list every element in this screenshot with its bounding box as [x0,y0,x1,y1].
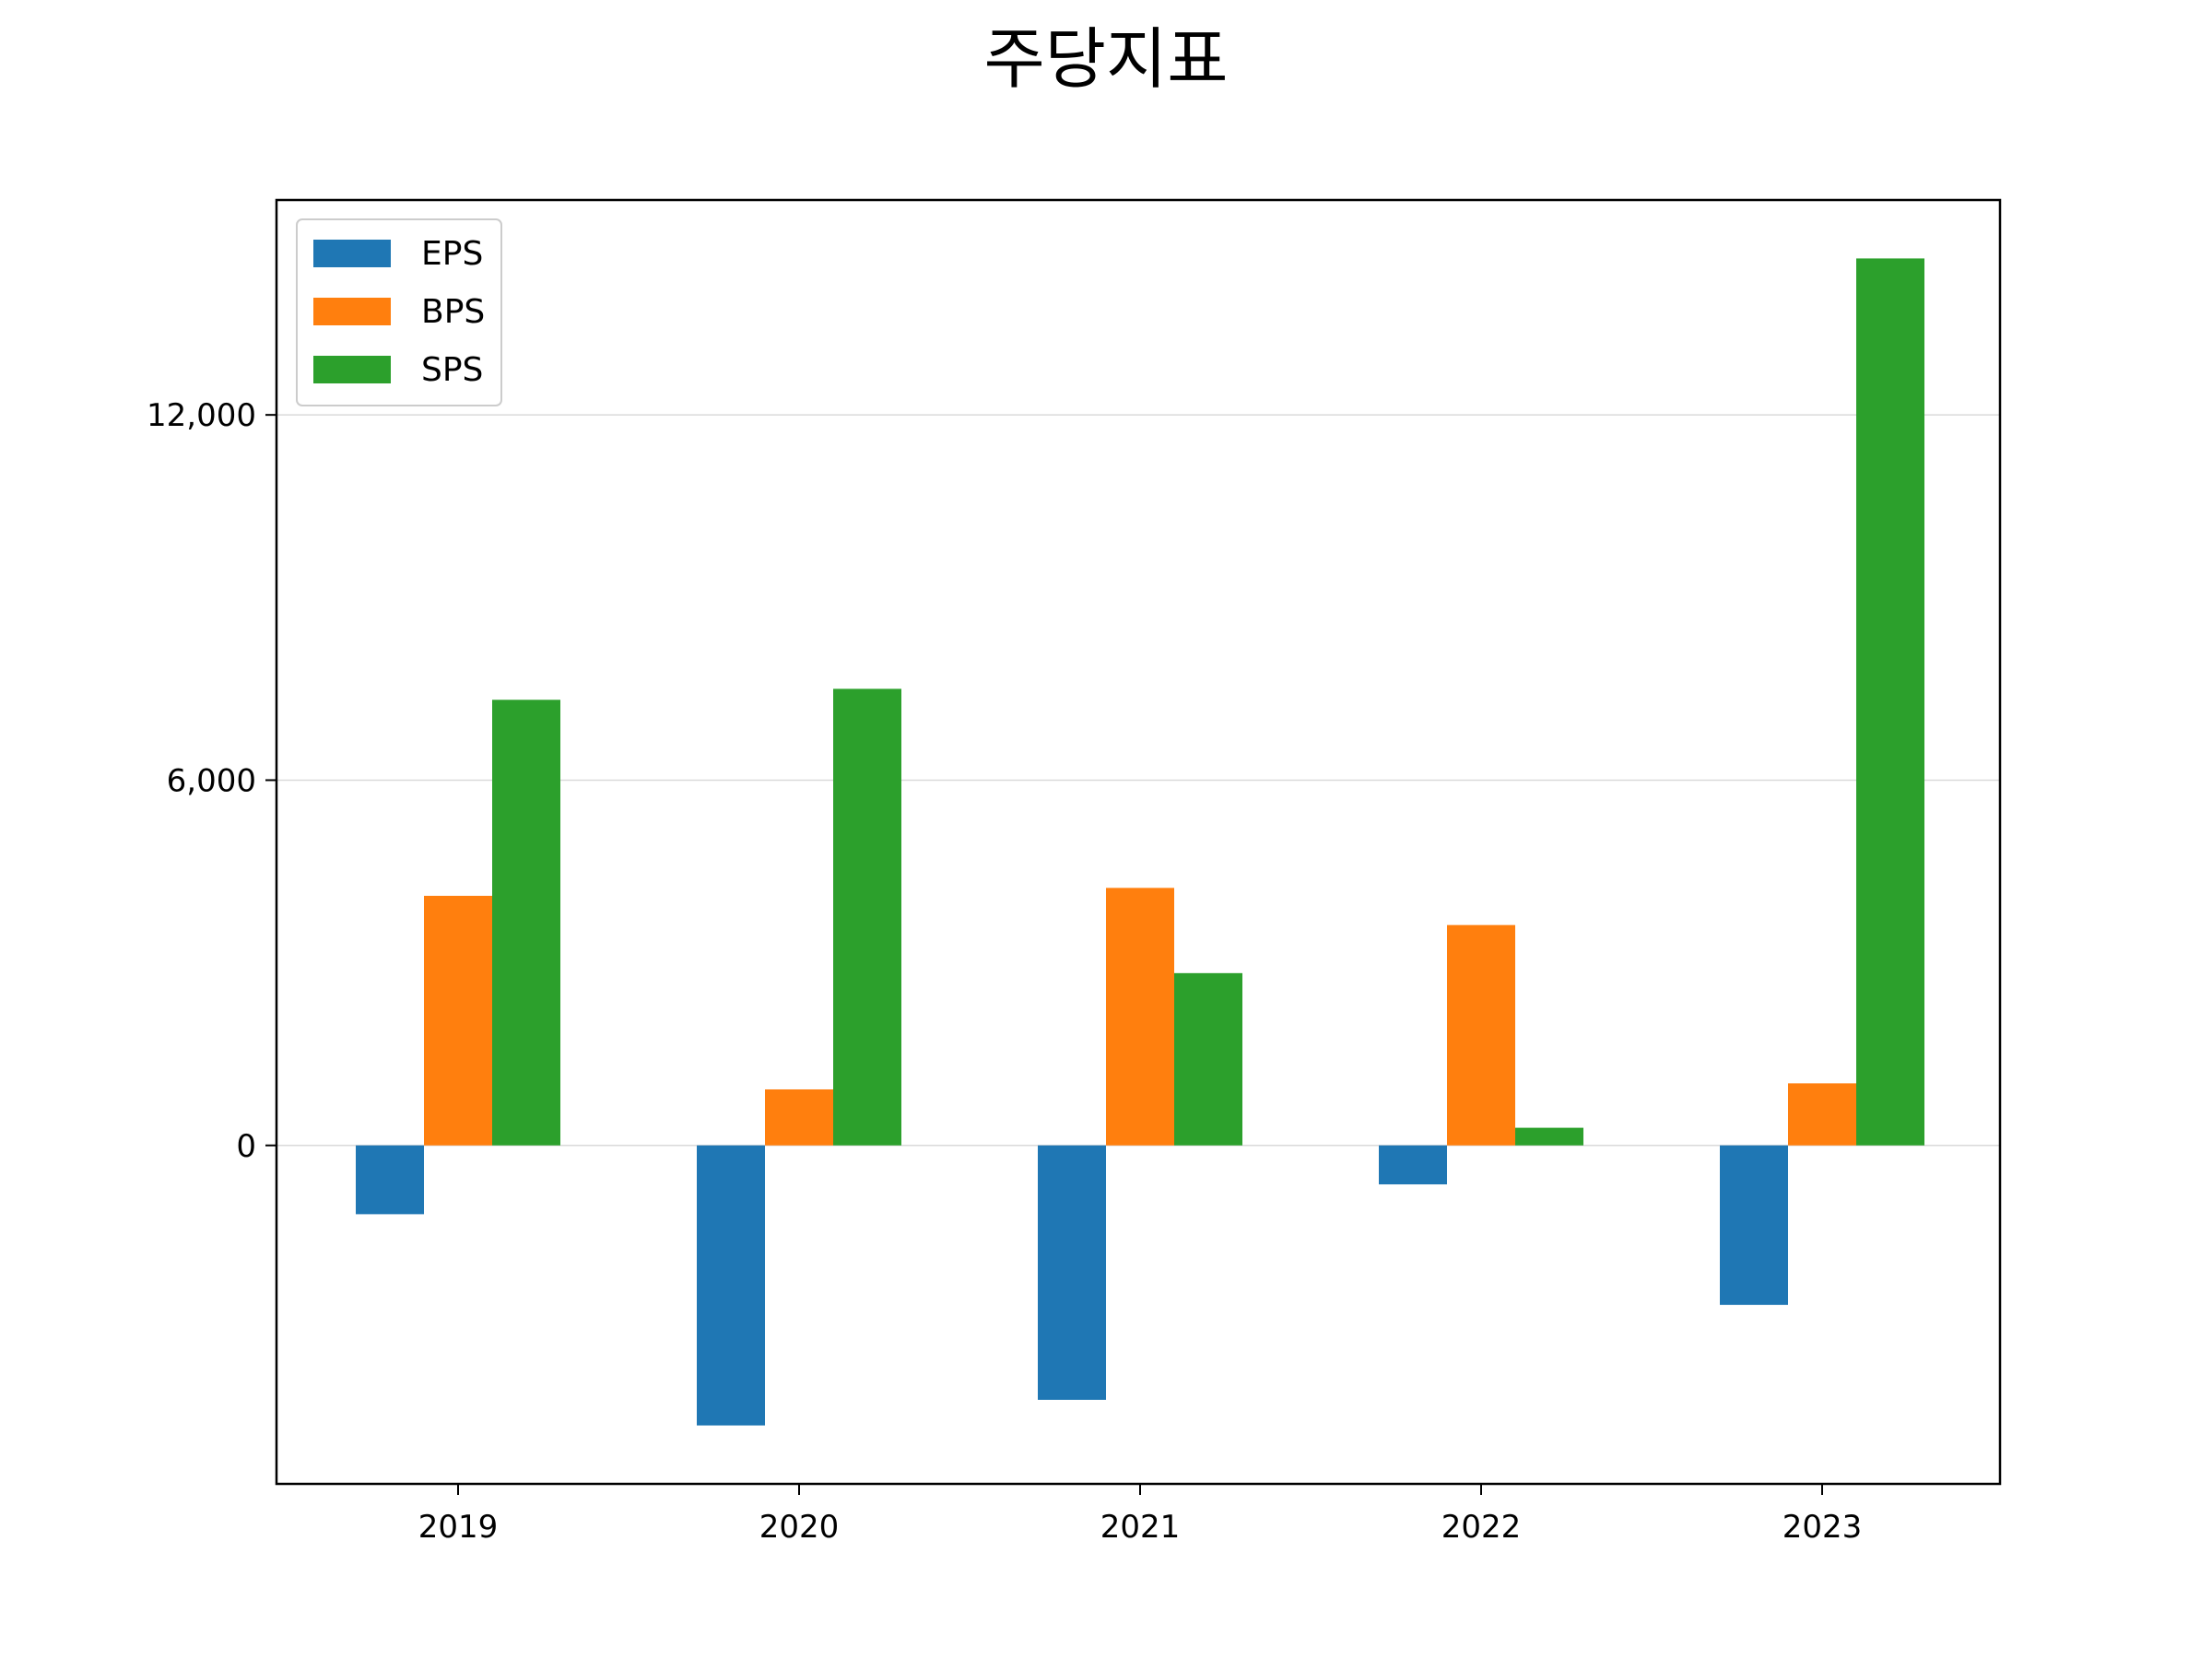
bar-eps-2020 [697,1145,765,1426]
legend-label-bps: BPS [421,293,485,331]
bar-bps-2023 [1788,1083,1856,1146]
x-tick-label: 2021 [1100,1509,1181,1546]
bar-bps-2019 [424,895,492,1146]
bar-eps-2021 [1038,1145,1106,1400]
bar-eps-2022 [1379,1145,1447,1185]
bar-eps-2023 [1720,1145,1788,1305]
x-tick-label: 2022 [1441,1509,1522,1546]
legend-swatch-sps [313,356,391,383]
legend-label-sps: SPS [421,351,483,389]
bar-bps-2020 [765,1088,833,1146]
plot-area-frame [275,198,2002,1486]
bar-sps-2022 [1515,1127,1583,1146]
y-axis: 0 6,000 12,000 [147,397,276,1165]
legend-label-eps: EPS [421,235,483,273]
x-axis: 2019 2020 2021 2022 2023 [418,1484,1863,1546]
x-tick-label: 2020 [759,1509,840,1546]
x-tick-label: 2019 [418,1509,499,1546]
bar-sps-2019 [492,700,560,1146]
y-tick-label: 12,000 [147,397,256,434]
bar-sps-2021 [1174,972,1242,1146]
x-tick-label: 2023 [1783,1509,1863,1546]
bar-eps-2019 [356,1145,424,1215]
bar-bps-2021 [1106,888,1174,1146]
y-tick-label: 6,000 [167,762,256,799]
legend: EPS BPS SPS [296,218,502,406]
legend-swatch-bps [313,298,391,325]
y-tick-label: 0 [236,1128,256,1165]
legend-swatch-eps [313,240,391,267]
bar-sps-2020 [833,688,901,1146]
bars [356,258,1924,1426]
chart-title: 주당지표 [983,20,1229,98]
bar-sps-2023 [1856,258,1924,1146]
bar-bps-2022 [1447,924,1515,1146]
